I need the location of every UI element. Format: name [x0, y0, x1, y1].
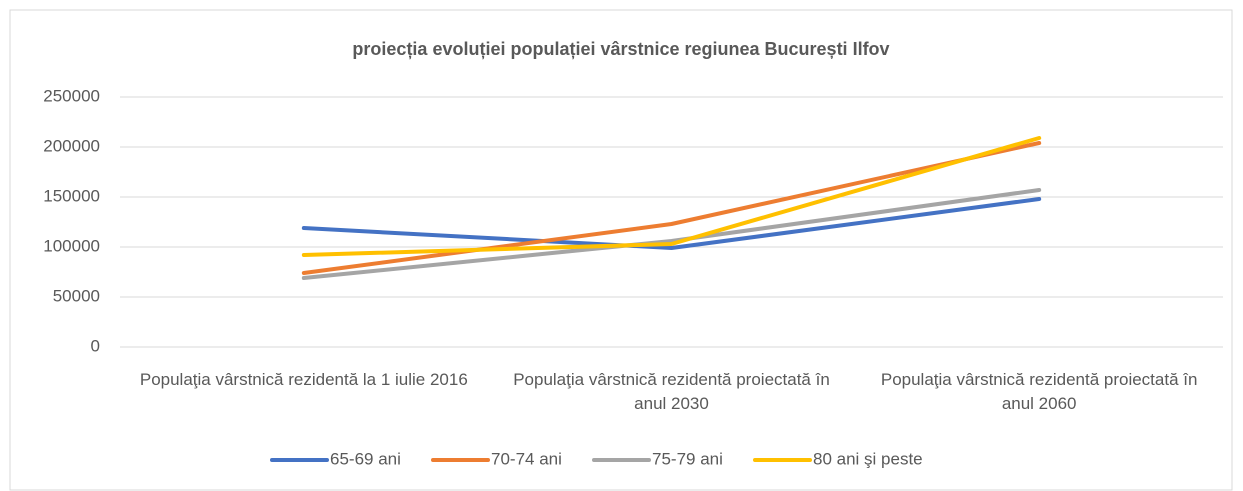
y-tick-label: 250000: [43, 86, 100, 105]
chart-title: proiecția evoluției populației vârstnice…: [352, 39, 889, 59]
series-line: [301, 197, 1042, 250]
series-line: [301, 141, 1042, 275]
legend-label: 65-69 ani: [330, 449, 401, 468]
series-line: [301, 136, 1042, 257]
x-tick-label: Populaţia vârstnică rezidentă proiectată…: [513, 370, 830, 413]
x-tick-label: Populaţia vârstnică rezidentă proiectată…: [880, 370, 1198, 413]
legend-label: 75-79 ani: [652, 449, 723, 468]
legend-label: 80 ani şi peste: [813, 449, 923, 468]
y-tick-label: 100000: [43, 236, 100, 255]
series-line: [301, 188, 1042, 280]
y-tick-label: 50000: [53, 286, 100, 305]
x-tick-label: Populaţia vârstnică rezidentă la 1 iulie…: [139, 370, 468, 389]
y-tick-label: 200000: [43, 136, 100, 155]
legend-label: 70-74 ani: [491, 449, 562, 468]
y-tick-label: 150000: [43, 186, 100, 205]
chart-border: [9, 9, 1233, 491]
y-tick-label: 0: [91, 336, 100, 355]
